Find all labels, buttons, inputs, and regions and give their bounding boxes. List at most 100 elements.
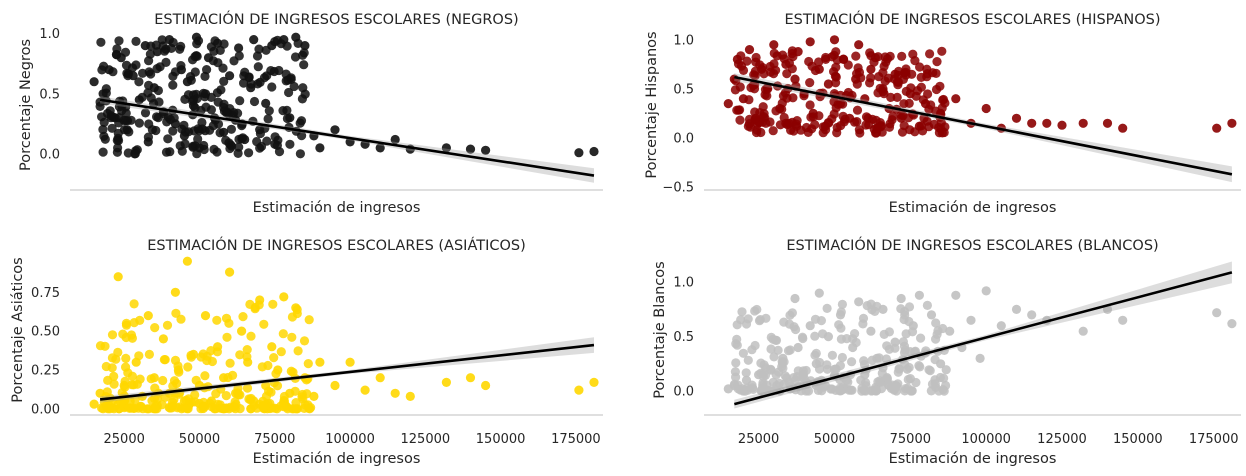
- data-point: [866, 64, 876, 74]
- data-point: [183, 362, 193, 372]
- data-point: [481, 145, 491, 155]
- data-point: [829, 35, 840, 45]
- data-point: [1212, 308, 1222, 318]
- data-point: [235, 350, 245, 360]
- data-point: [193, 124, 203, 134]
- data-point: [114, 36, 124, 46]
- data-point: [848, 342, 858, 353]
- data-point: [131, 36, 141, 47]
- data-point: [747, 383, 758, 393]
- data-point: [814, 288, 824, 298]
- data-point: [931, 318, 941, 328]
- x-tick-label: 25000: [738, 432, 779, 447]
- data-point: [121, 320, 132, 330]
- data-point: [140, 41, 150, 51]
- data-point: [914, 121, 925, 131]
- data-point: [1212, 123, 1222, 133]
- data-point: [95, 101, 105, 111]
- data-point: [122, 116, 133, 126]
- data-point: [164, 35, 174, 45]
- data-point: [829, 364, 840, 374]
- data-point: [905, 89, 915, 99]
- data-point: [179, 396, 189, 406]
- y-tick-label: 0.00: [31, 402, 60, 417]
- data-point: [900, 306, 910, 317]
- data-point: [834, 320, 844, 330]
- data-point: [778, 353, 788, 363]
- data-point: [926, 310, 937, 320]
- data-point: [225, 71, 235, 81]
- data-point: [202, 65, 212, 75]
- data-point: [109, 379, 119, 389]
- data-point: [285, 113, 295, 123]
- data-point: [805, 100, 815, 110]
- data-point: [179, 131, 189, 141]
- data-point: [831, 72, 841, 82]
- data-point: [866, 51, 876, 61]
- y-axis-label: Porcentaje Negros: [18, 39, 34, 171]
- data-point: [772, 51, 782, 61]
- data-point: [89, 77, 99, 87]
- data-point: [162, 117, 172, 127]
- data-point: [168, 71, 178, 81]
- data-point: [221, 313, 232, 323]
- data-point: [213, 38, 223, 48]
- data-point: [303, 359, 313, 369]
- data-point: [842, 334, 852, 344]
- data-point: [847, 357, 857, 367]
- data-point: [113, 272, 123, 282]
- data-point: [924, 365, 934, 375]
- data-point: [158, 375, 168, 386]
- data-point: [892, 382, 902, 392]
- data-point: [574, 148, 584, 158]
- data-point: [287, 332, 297, 342]
- x-tick-label: 100000: [961, 432, 1011, 447]
- data-point: [793, 342, 803, 353]
- data-point: [405, 391, 415, 401]
- data-point: [872, 353, 882, 363]
- data-point: [735, 385, 746, 395]
- data-point: [267, 41, 277, 51]
- data-point: [766, 344, 776, 354]
- data-point: [253, 62, 263, 72]
- data-point: [229, 108, 239, 118]
- data-point: [168, 80, 178, 90]
- data-point: [951, 94, 961, 104]
- data-point: [163, 134, 173, 144]
- y-tick-label: 0.75: [31, 286, 60, 301]
- regression-line: [734, 271, 1233, 406]
- data-point: [246, 331, 256, 341]
- data-point: [289, 81, 299, 92]
- data-point: [810, 314, 821, 324]
- data-point: [295, 118, 305, 128]
- data-point: [911, 377, 921, 388]
- data-point: [113, 143, 123, 153]
- data-point: [890, 69, 900, 79]
- data-point: [188, 90, 199, 100]
- data-point: [203, 53, 214, 63]
- data-point: [873, 52, 883, 62]
- data-point: [149, 99, 159, 109]
- data-point: [180, 94, 190, 104]
- data-point: [152, 64, 162, 74]
- data-point: [143, 311, 153, 321]
- data-point: [263, 114, 273, 124]
- data-point: [213, 58, 223, 68]
- data-point: [149, 373, 159, 383]
- data-point: [131, 60, 141, 70]
- data-point: [752, 304, 762, 315]
- data-point: [219, 76, 229, 86]
- data-point: [162, 320, 173, 330]
- data-point: [916, 333, 926, 343]
- data-point: [191, 32, 202, 42]
- data-point: [200, 371, 210, 381]
- data-point: [269, 353, 279, 363]
- data-point: [934, 386, 944, 396]
- y-axis-label: Porcentaje Blancos: [652, 261, 668, 398]
- data-point: [745, 122, 756, 132]
- subplot-2: ESTIMACIÓN DE INGRESOS ESCOLARES (HISPAN…: [644, 10, 1241, 216]
- data-point: [937, 46, 947, 56]
- data-point: [808, 108, 818, 118]
- data-point: [735, 115, 745, 125]
- data-point: [901, 70, 911, 80]
